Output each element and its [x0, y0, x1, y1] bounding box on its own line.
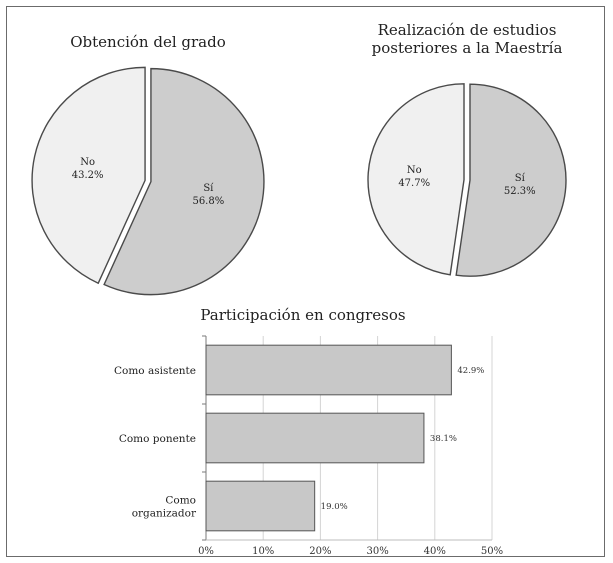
bar-1-value-label: 38.1% — [430, 434, 457, 444]
pie2-slice-1-value: 47.7% — [398, 178, 430, 189]
bar-category-0-line-0: Como asistente — [114, 365, 196, 377]
bar-x-tick-label-3: 30% — [366, 546, 388, 557]
pie1-slice-0-value: 56.8% — [192, 196, 224, 207]
bar-2-value-label: 19.0% — [321, 502, 348, 512]
bar-0-value-label: 42.9% — [457, 366, 484, 376]
bar-x-tick-label-5: 50% — [481, 546, 503, 557]
bar-category-2-line-0: Como — [165, 495, 196, 507]
bar-x-tick-label-4: 40% — [424, 546, 446, 557]
pie2-slice-0 — [456, 84, 566, 276]
pie-chart-degree: Obtención del grado Sí 56.8% No 43.2% — [32, 33, 264, 295]
pie1-title: Obtención del grado — [70, 33, 226, 51]
pie1-slice-1-label: No — [80, 157, 95, 168]
pie2-slice-1-label: No — [407, 165, 422, 176]
bar-1 — [206, 413, 424, 463]
pie2-slice-0-value: 52.3% — [504, 186, 536, 197]
bar-title: Participación en congresos — [200, 306, 405, 324]
bar-0 — [206, 345, 451, 395]
pie1-slice-0-label: Sí — [203, 183, 214, 194]
bar-chart-congresses: Participación en congresos 42.9% Como asi… — [114, 306, 503, 557]
bar-x-tick-label-0: 0% — [198, 546, 214, 557]
bar-x-tick-label-2: 20% — [309, 546, 331, 557]
pie2-title-line-1: Realización de estudios — [378, 21, 557, 39]
bar-x-tick-label-1: 10% — [252, 546, 274, 557]
bar-category-2-line-1: organizador — [132, 508, 197, 520]
pie-chart-further-studies: Realización de estudios posteriores a la… — [368, 21, 566, 276]
bar-category-1-line-0: Como ponente — [119, 433, 196, 445]
pie2-slice-0-label: Sí — [515, 173, 526, 184]
pie2-title-line-2: posteriores a la Maestría — [372, 39, 563, 57]
pie1-slice-1-value: 43.2% — [72, 170, 104, 181]
bar-2 — [206, 481, 315, 531]
